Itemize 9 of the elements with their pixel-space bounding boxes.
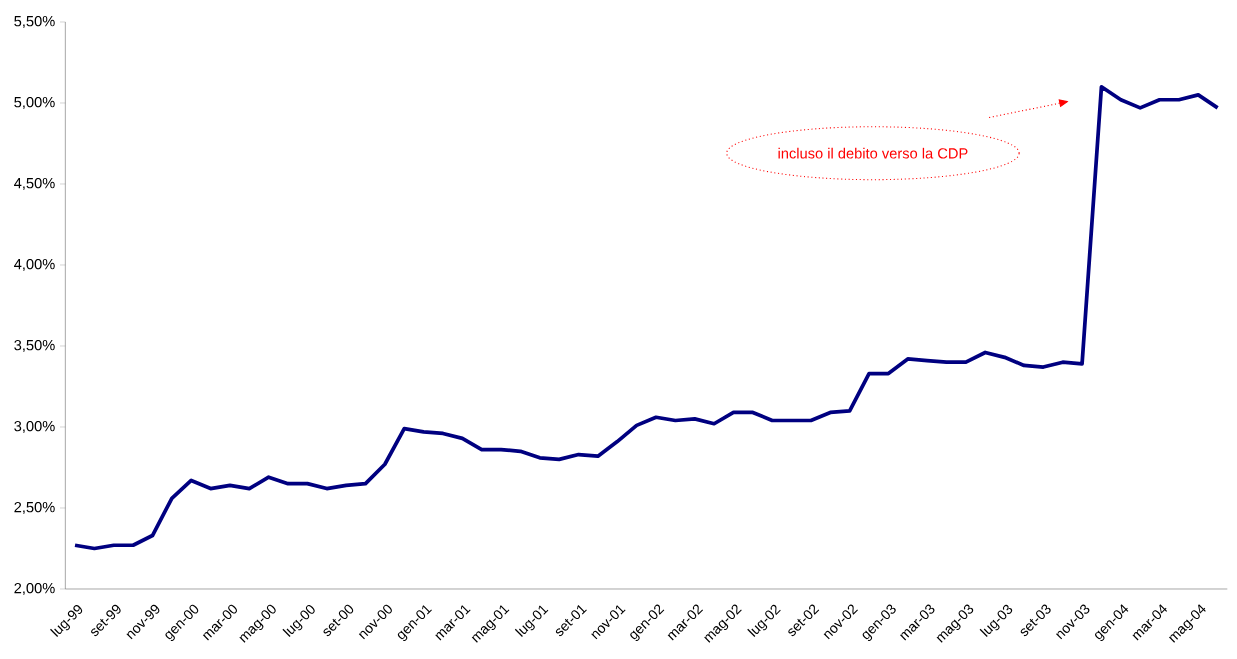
y-tick-label: 4,50% bbox=[14, 177, 55, 191]
y-tick-label: 2,00% bbox=[14, 582, 55, 596]
annotation: incluso il debito verso la CDP bbox=[778, 147, 968, 159]
y-tick-label: 4,00% bbox=[14, 258, 55, 272]
y-tick-label: 2,50% bbox=[14, 501, 55, 515]
y-tick-label: 3,50% bbox=[14, 339, 55, 353]
y-tick-label: 3,00% bbox=[14, 420, 55, 434]
y-tick-label: 5,00% bbox=[14, 96, 55, 110]
y-tick-label: 5,50% bbox=[14, 15, 55, 29]
